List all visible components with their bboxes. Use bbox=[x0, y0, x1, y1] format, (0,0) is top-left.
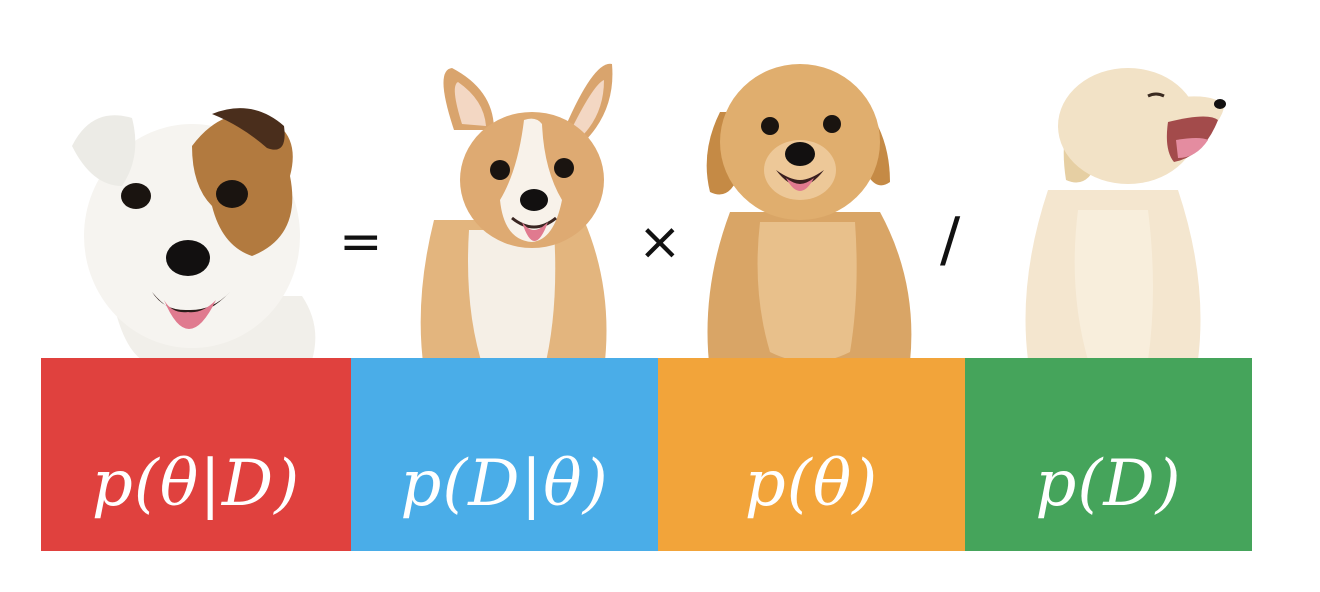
prior-term: p(θ) bbox=[744, 446, 879, 521]
prior-block: p(θ) bbox=[658, 358, 965, 551]
equals-sign: = bbox=[339, 212, 383, 272]
evidence-block: p(D) bbox=[965, 358, 1252, 551]
evidence-term: p(D) bbox=[1035, 446, 1182, 521]
corgi-dog-icon bbox=[394, 50, 624, 410]
posterior-block: p(θ|D) bbox=[41, 358, 351, 551]
yawning-lab-puppy-icon bbox=[1018, 60, 1228, 400]
times-sign: × bbox=[638, 212, 682, 272]
likelihood-block: p(D|θ) bbox=[351, 358, 658, 551]
golden-retriever-puppy-icon bbox=[690, 52, 920, 402]
divide-sign: / bbox=[940, 205, 961, 275]
likelihood-term: p(D|θ) bbox=[400, 446, 609, 521]
posterior-term: p(θ|D) bbox=[91, 446, 301, 521]
jack-russell-dog-icon bbox=[52, 96, 332, 360]
